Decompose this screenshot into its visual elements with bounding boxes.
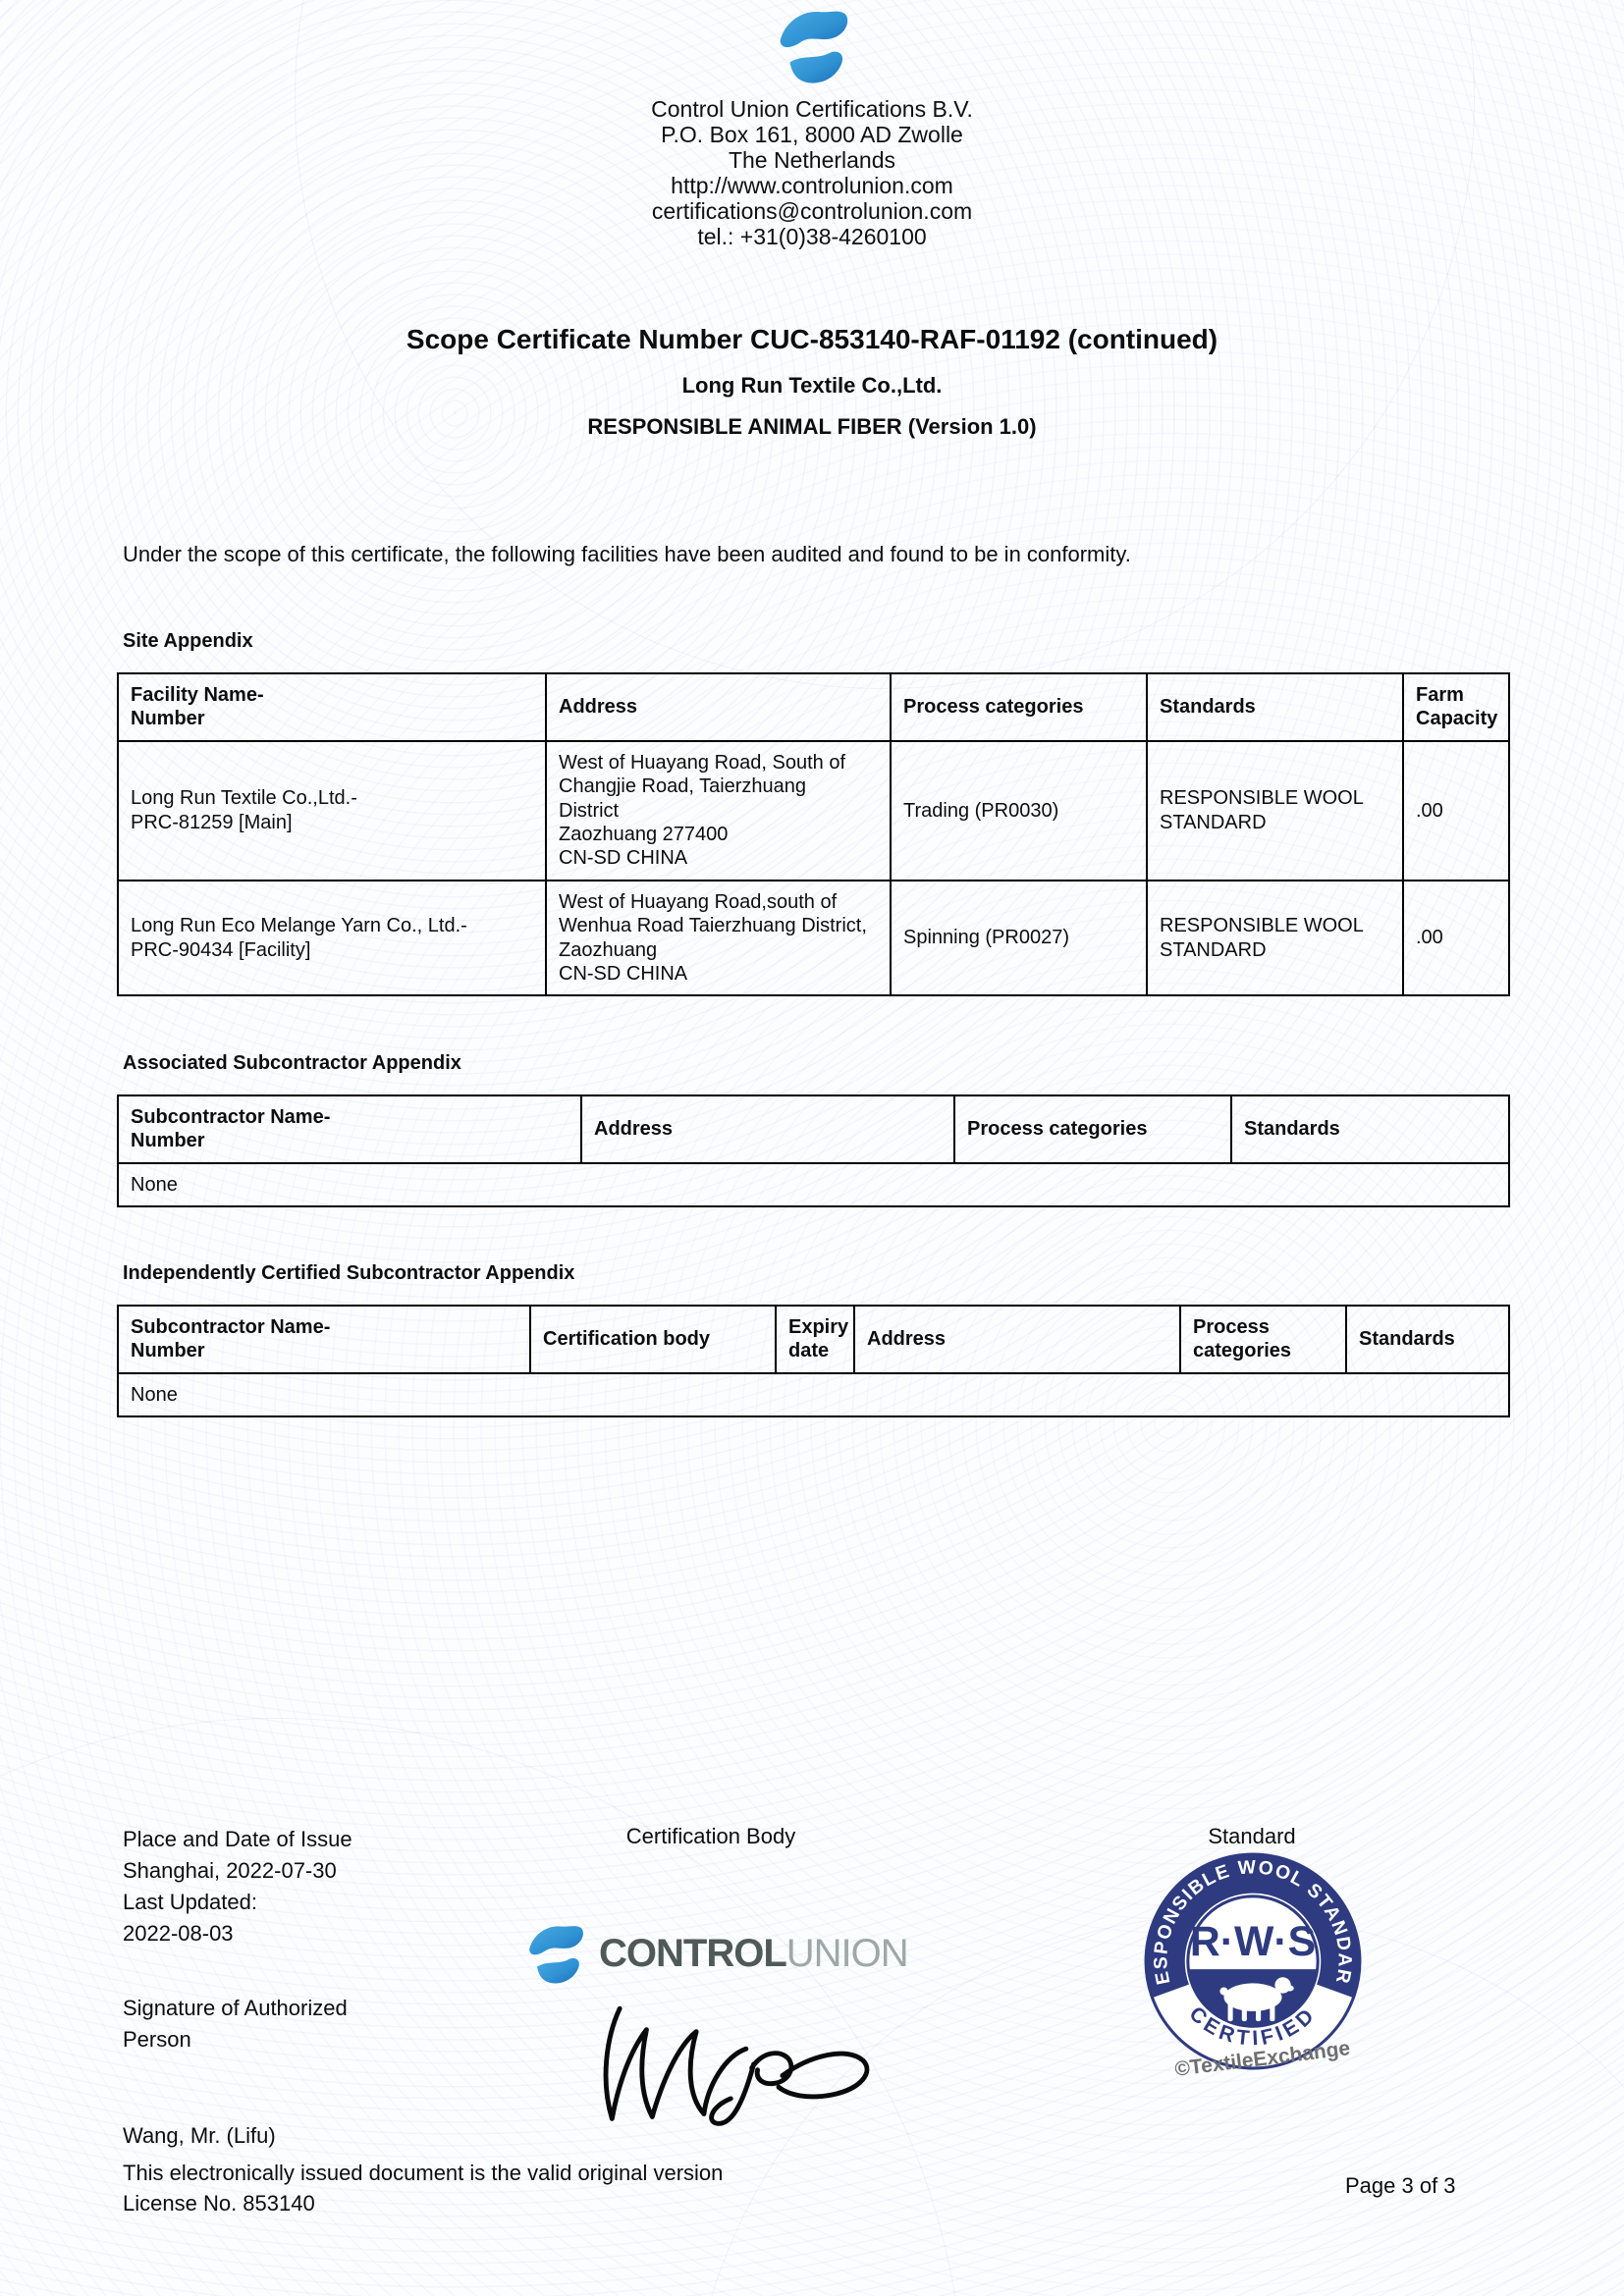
col-standards: Standards — [1345, 1305, 1510, 1374]
independent-appendix-heading: Independently Certified Subcontractor Ap… — [123, 1262, 575, 1284]
cell-farm-capacity: .00 — [1402, 879, 1510, 997]
independent-appendix-table: Subcontractor Name- Number Certification… — [117, 1305, 1510, 1418]
site-appendix-table: Facility Name- Number Address Process ca… — [117, 672, 1510, 997]
table-header-row: Subcontractor Name- Number Address Proce… — [117, 1095, 1510, 1164]
standard-name: RESPONSIBLE ANIMAL FIBER (Version 1.0) — [587, 414, 1037, 439]
col-process-categories: Process categories — [1179, 1305, 1347, 1374]
table-row: None — [117, 1161, 1510, 1208]
table-header-row: Subcontractor Name- Number Certification… — [117, 1305, 1510, 1374]
col-process-categories: Process categories — [890, 672, 1148, 742]
certification-body-label: Certification Body — [625, 1824, 796, 1848]
license-number: License No. 853140 — [123, 2191, 315, 2216]
sheep-icon — [1219, 1977, 1294, 2022]
col-address: Address — [580, 1095, 955, 1164]
cell-address: West of Huayang Road, South of Changjie … — [545, 739, 892, 881]
rws-certified-seal-icon: RESPONSIBLE WOOL STANDARD CERTIFIED R·W·… — [1143, 1851, 1362, 2070]
title-block: Scope Certificate Number CUC-853140-RAF-… — [0, 324, 1624, 440]
col-subcontractor-name: Subcontractor Name- Number — [117, 1305, 531, 1374]
none-value: None — [117, 1161, 1510, 1208]
signatory-name: Wang, Mr. (Lifu) — [123, 2123, 276, 2148]
cell-facility-name: Long Run Eco Melange Yarn Co., Ltd.- PRC… — [117, 879, 547, 997]
validity-block: This electronically issued document is t… — [123, 2158, 723, 2218]
control-union-globe-icon — [780, 11, 848, 83]
col-process-categories: Process categories — [953, 1095, 1232, 1164]
control-union-globe-icon — [529, 1926, 583, 1984]
header: Control Union Certifications B.V. P.O. B… — [0, 4, 1624, 249]
site-appendix-heading: Site Appendix — [123, 630, 253, 652]
page-number: Page 3 of 3 — [1345, 2173, 1456, 2198]
cu-logo-union: UNION — [785, 1932, 909, 1975]
col-farm-capacity: Farm Capacity — [1402, 672, 1510, 742]
col-standards: Standards — [1146, 672, 1404, 742]
updated-value: 2022-08-03 — [123, 1921, 234, 1946]
col-facility-name: Facility Name- Number — [117, 672, 547, 742]
signature-image — [603, 2005, 870, 2126]
col-certification-body: Certification body — [529, 1305, 777, 1374]
cell-farm-capacity: .00 — [1402, 739, 1510, 881]
cell-address: West of Huayang Road,south of Wenhua Roa… — [545, 879, 892, 997]
associated-appendix-section: Associated Subcontractor Appendix Subcon… — [117, 1052, 1510, 1208]
col-address: Address — [853, 1305, 1181, 1374]
associated-appendix-table: Subcontractor Name- Number Address Proce… — [117, 1095, 1510, 1208]
cell-standards: RESPONSIBLE WOOL STANDARD — [1146, 879, 1404, 997]
company-name: Long Run Textile Co.,Ltd. — [681, 373, 943, 398]
col-address: Address — [545, 672, 892, 742]
independent-appendix-section: Independently Certified Subcontractor Ap… — [117, 1262, 1510, 1418]
col-standards: Standards — [1230, 1095, 1510, 1164]
table-row: Long Run Eco Melange Yarn Co., Ltd.- PRC… — [117, 879, 1510, 997]
updated-label: Last Updated: — [123, 1890, 257, 1914]
cell-process: Trading (PR0030) — [890, 739, 1148, 881]
signature-label: Signature of Authorized Person — [123, 1996, 348, 2052]
col-subcontractor-name: Subcontractor Name- Number — [117, 1095, 582, 1164]
control-union-logo-text: CONTROLUNION — [599, 1932, 909, 1976]
certificate-title: Scope Certificate Number CUC-853140-RAF-… — [406, 324, 1218, 354]
rws-center-text: R·W·S — [1190, 1918, 1316, 1965]
org-country: The Netherlands — [728, 147, 896, 173]
intro-text: Under the scope of this certificate, the… — [123, 542, 1131, 566]
org-phone: tel.: +31(0)38-4260100 — [697, 224, 927, 249]
org-name: Control Union Certifications B.V. — [651, 96, 973, 122]
issue-label: Place and Date of Issue — [123, 1827, 352, 1851]
cell-facility-name: Long Run Textile Co.,Ltd.- PRC-81259 [Ma… — [117, 739, 547, 881]
cell-standards: RESPONSIBLE WOOL STANDARD — [1146, 739, 1404, 881]
org-website: http://www.controlunion.com — [671, 173, 953, 198]
validity-note: This electronically issued document is t… — [123, 2161, 724, 2185]
standard-label: Standard — [1208, 1824, 1296, 1848]
table-row: None — [117, 1371, 1510, 1418]
cell-process: Spinning (PR0027) — [890, 879, 1148, 997]
none-value: None — [117, 1371, 1510, 1418]
org-email: certifications@controlunion.com — [651, 198, 973, 224]
table-header-row: Facility Name- Number Address Process ca… — [117, 672, 1510, 742]
issue-value: Shanghai, 2022-07-30 — [123, 1858, 337, 1883]
issue-block: Place and Date of Issue Shanghai, 2022-0… — [123, 1824, 447, 2152]
col-expiry-date: Expiry date — [775, 1305, 855, 1374]
associated-appendix-heading: Associated Subcontractor Appendix — [123, 1052, 461, 1074]
site-appendix-section: Site Appendix Facility Name- Number Addr… — [117, 630, 1510, 997]
table-row: Long Run Textile Co.,Ltd.- PRC-81259 [Ma… — [117, 739, 1510, 881]
cu-logo-control: CONTROL — [599, 1932, 787, 1975]
org-address: P.O. Box 161, 8000 AD Zwolle — [661, 122, 963, 147]
